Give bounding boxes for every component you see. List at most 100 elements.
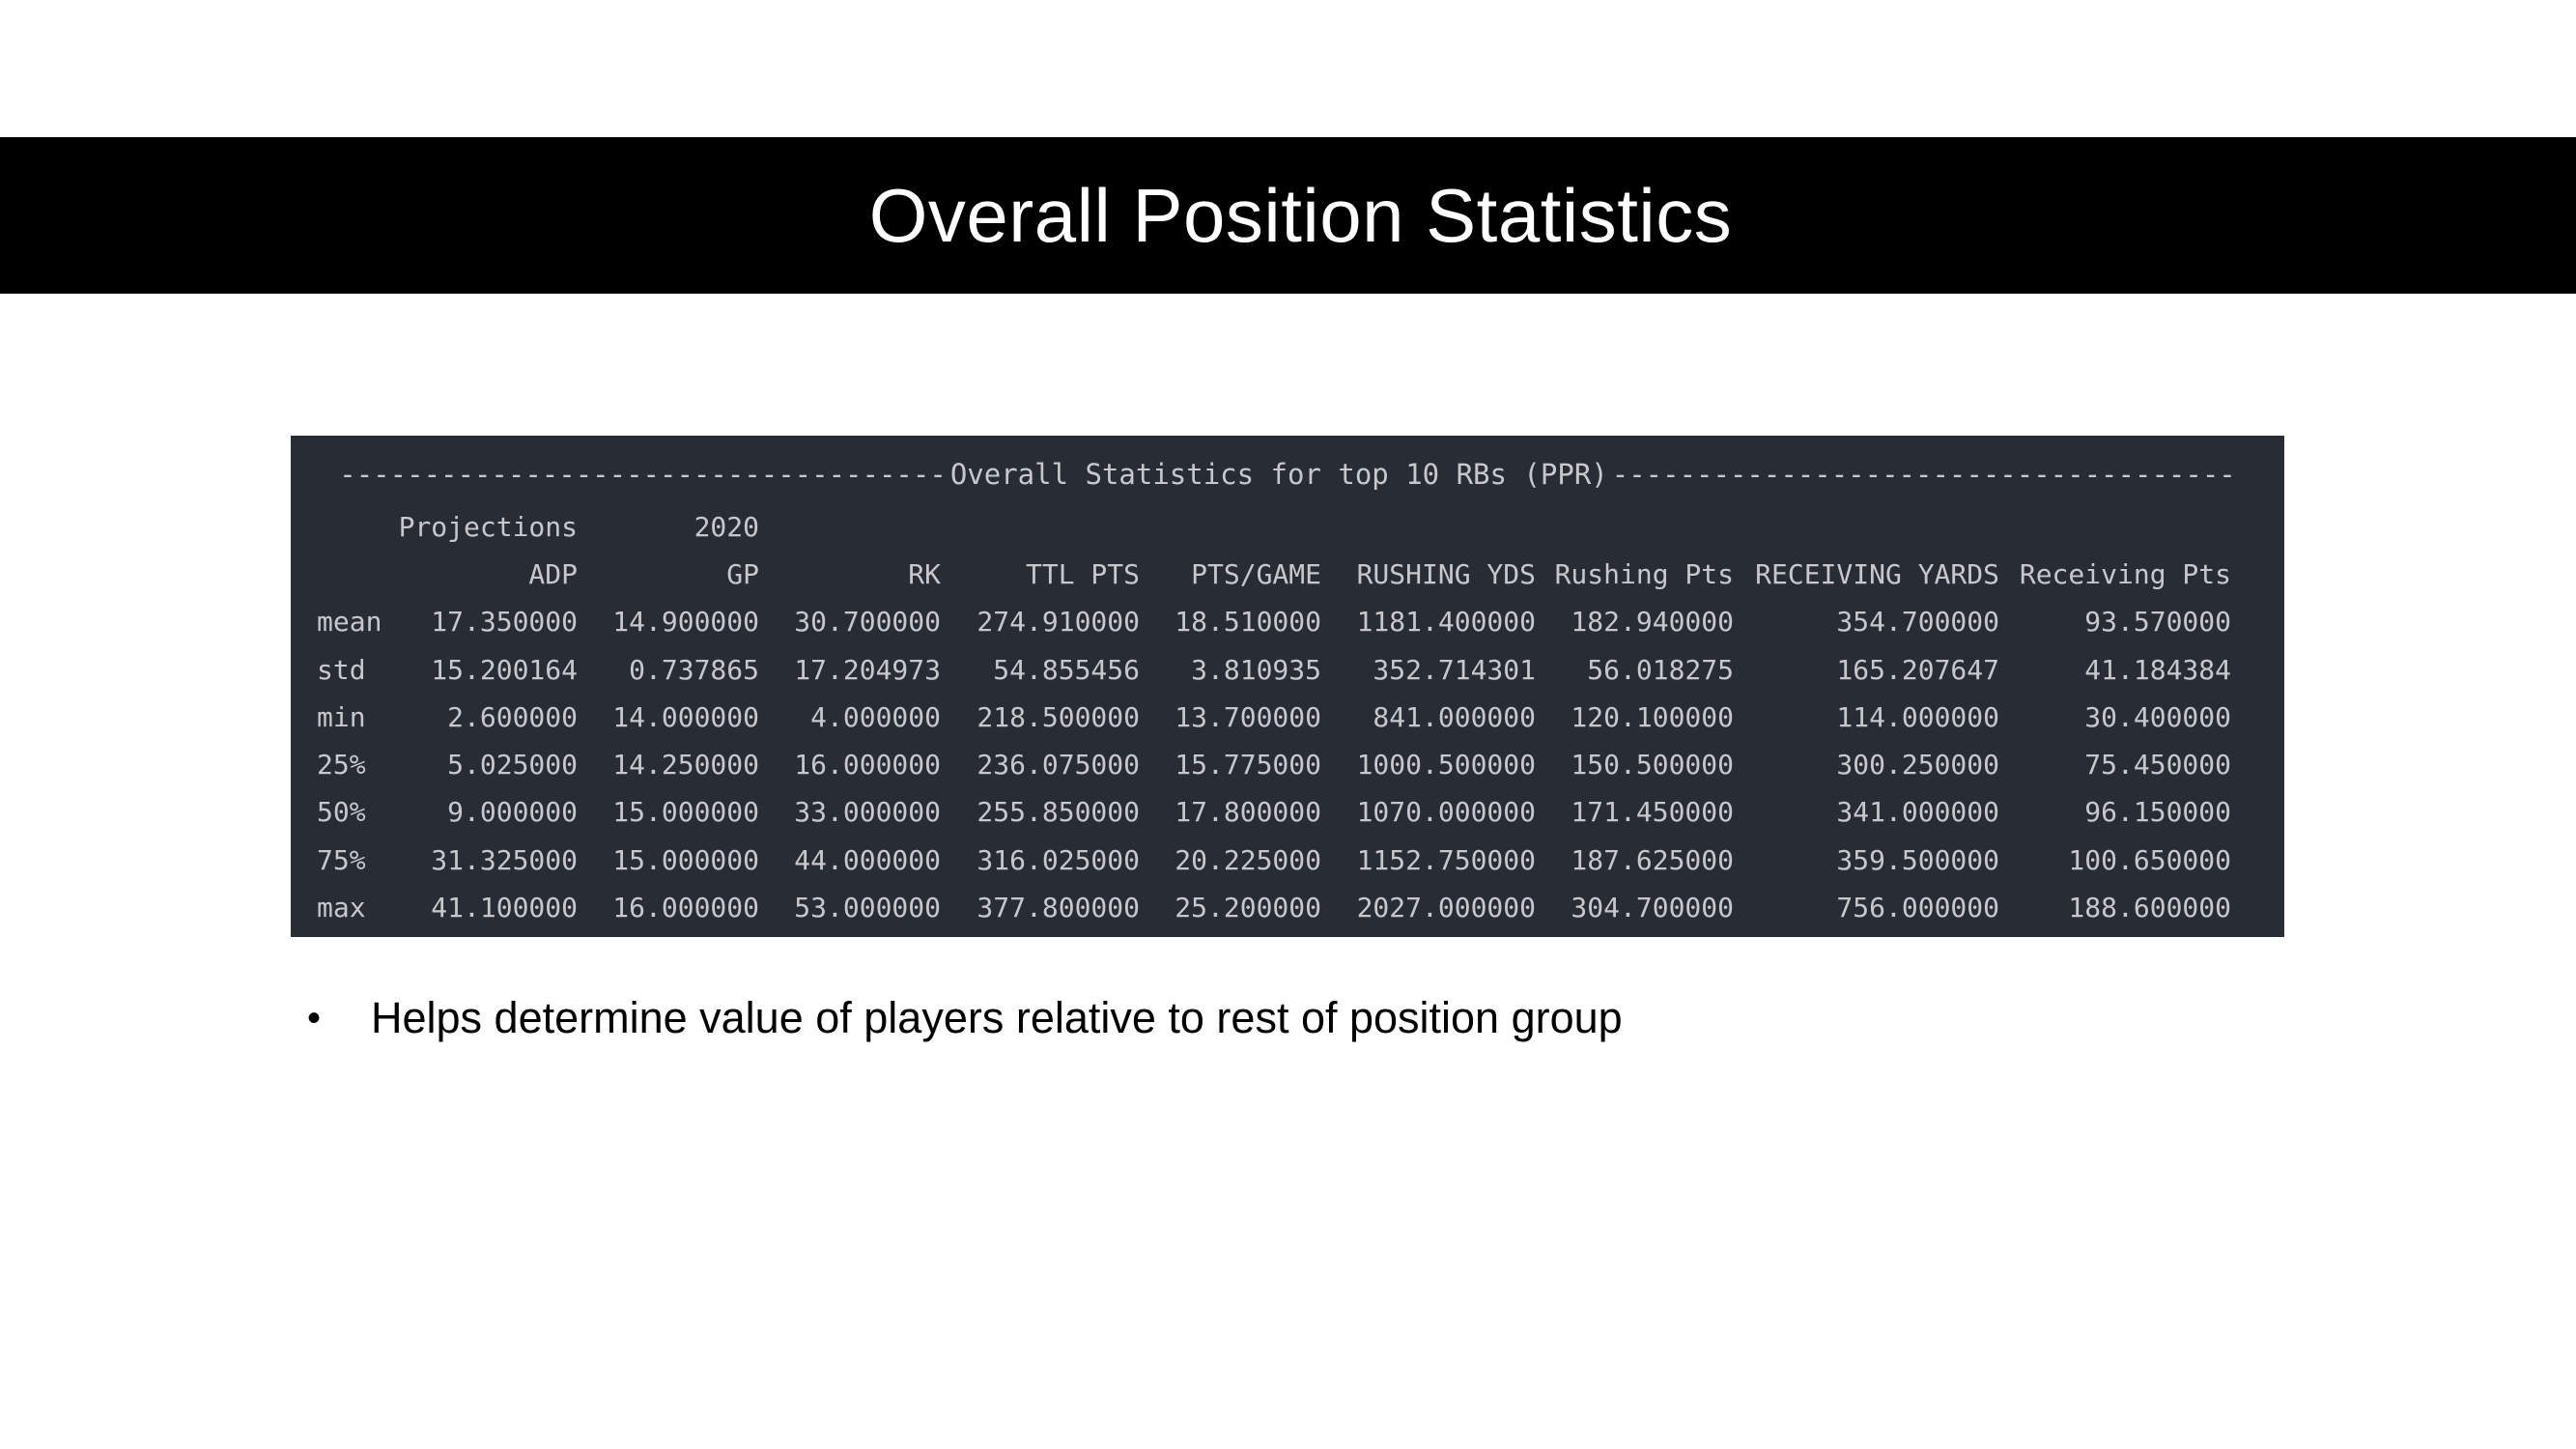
table-cell: 13.700000 xyxy=(1175,700,1321,733)
table-cell: 1152.750000 xyxy=(1356,843,1536,876)
table-cell: 17.204973 xyxy=(794,653,941,686)
table-row: 25% 5.025000 14.250000 16.000000 236.075… xyxy=(317,741,2231,788)
row-label: 50% xyxy=(317,796,366,829)
table-cell: 114.000000 xyxy=(1836,700,1999,733)
table-row: 75% 31.325000 15.000000 44.000000 316.02… xyxy=(317,837,2231,884)
table-cell: 17.350000 xyxy=(431,606,578,639)
table-cell: 9.000000 xyxy=(447,796,578,829)
table-cell: 255.850000 xyxy=(977,796,1140,829)
table-cell: 75.450000 xyxy=(2084,749,2231,781)
table-cell: 0.737865 xyxy=(629,653,759,686)
row-label: 75% xyxy=(317,843,366,876)
table-cell: 274.910000 xyxy=(977,606,1140,639)
table-cell: 341.000000 xyxy=(1836,796,1999,829)
table-cell: 14.000000 xyxy=(612,700,759,733)
row-label: min xyxy=(317,700,366,733)
column-header: Receiving Pts xyxy=(2019,557,2231,590)
group-header-projections: Projections xyxy=(398,510,578,543)
column-header: RK xyxy=(908,557,941,590)
table-cell: 14.900000 xyxy=(612,606,759,639)
table-cell: 15.200164 xyxy=(431,653,578,686)
table-cell: 31.325000 xyxy=(431,843,578,876)
table-cell: 841.000000 xyxy=(1373,700,1536,733)
table-cell: 359.500000 xyxy=(1836,843,1999,876)
table-cell: 17.800000 xyxy=(1175,796,1321,829)
table-cell: 1070.000000 xyxy=(1356,796,1536,829)
table-cell: 304.700000 xyxy=(1571,892,1734,924)
table-cell: 352.714301 xyxy=(1373,653,1536,686)
table-row: min 2.600000 14.000000 4.000000 218.5000… xyxy=(317,694,2231,741)
row-label: max xyxy=(317,892,366,924)
column-header-row: ADP GP RK TTL PTS PTS/GAME RUSHING YDS R… xyxy=(317,551,2231,598)
table-cell: 93.570000 xyxy=(2084,606,2231,639)
table-cell: 2027.000000 xyxy=(1356,892,1536,924)
column-header: PTS/GAME xyxy=(1191,557,1321,590)
header-dashes-right: ------------------------------------- xyxy=(1611,458,2236,491)
table-cell: 3.810935 xyxy=(1191,653,1321,686)
table-cell: 1000.500000 xyxy=(1356,749,1536,781)
column-header: Rushing Pts xyxy=(1554,557,1734,590)
table-cell: 218.500000 xyxy=(977,700,1140,733)
table-cell: 18.510000 xyxy=(1175,606,1321,639)
table-cell: 25.200000 xyxy=(1175,892,1321,924)
table-cell: 44.000000 xyxy=(794,843,941,876)
table-cell: 16.000000 xyxy=(794,749,941,781)
group-header-row: Projections 2020 xyxy=(317,503,2231,551)
table-cell: 96.150000 xyxy=(2084,796,2231,829)
row-label: std xyxy=(317,653,366,686)
column-header: TTL PTS xyxy=(1025,557,1140,590)
table-cell: 182.940000 xyxy=(1571,606,1734,639)
column-header: RUSHING YDS xyxy=(1356,557,1536,590)
table-cell: 30.700000 xyxy=(794,606,941,639)
column-header: GP xyxy=(726,557,759,590)
console-header-line: ------------------------------------ Ove… xyxy=(317,457,2258,492)
table-cell: 14.250000 xyxy=(612,749,759,781)
statistics-table: Projections 2020 ADP GP RK TTL PTS PTS/G… xyxy=(317,503,2231,932)
table-cell: 16.000000 xyxy=(612,892,759,924)
title-bar: Overall Position Statistics xyxy=(0,137,2576,294)
table-cell: 30.400000 xyxy=(2084,700,2231,733)
table-cell: 171.450000 xyxy=(1571,796,1734,829)
column-header: ADP xyxy=(528,557,578,590)
table-cell: 188.600000 xyxy=(2068,892,2231,924)
table-cell: 5.025000 xyxy=(447,749,578,781)
table-cell: 41.100000 xyxy=(431,892,578,924)
table-cell: 756.000000 xyxy=(1836,892,1999,924)
table-cell: 120.100000 xyxy=(1571,700,1734,733)
table-cell: 300.250000 xyxy=(1836,749,1999,781)
corner-cell xyxy=(317,503,394,551)
table-cell: 316.025000 xyxy=(977,843,1140,876)
table-cell: 53.000000 xyxy=(794,892,941,924)
table-cell: 377.800000 xyxy=(977,892,1140,924)
table-cell: 20.225000 xyxy=(1175,843,1321,876)
table-cell: 15.000000 xyxy=(612,796,759,829)
bullet-item: • Helps determine value of players relat… xyxy=(307,993,1623,1043)
table-cell: 100.650000 xyxy=(2068,843,2231,876)
row-label: 25% xyxy=(317,749,366,781)
table-cell: 56.018275 xyxy=(1587,653,1734,686)
group-header-year: 2020 xyxy=(694,510,759,543)
table-row: std 15.200164 0.737865 17.204973 54.8554… xyxy=(317,646,2231,694)
column-header: RECEIVING YARDS xyxy=(1755,557,1999,590)
header-dashes-left: ------------------------------------ xyxy=(339,458,947,491)
table-row: max 41.100000 16.000000 53.000000 377.80… xyxy=(317,884,2231,931)
row-label: mean xyxy=(317,606,382,639)
table-row: mean 17.350000 14.900000 30.700000 274.9… xyxy=(317,599,2231,646)
table-cell: 187.625000 xyxy=(1571,843,1734,876)
bullet-text: Helps determine value of players relativ… xyxy=(371,993,1623,1042)
table-cell: 15.000000 xyxy=(612,843,759,876)
table-cell: 15.775000 xyxy=(1175,749,1321,781)
table-cell: 165.207647 xyxy=(1836,653,1999,686)
slide-title: Overall Position Statistics xyxy=(868,173,1733,258)
table-cell: 41.184384 xyxy=(2084,653,2231,686)
bullet-marker: • xyxy=(307,996,322,1039)
table-cell: 54.855456 xyxy=(993,653,1140,686)
table-cell: 150.500000 xyxy=(1571,749,1734,781)
table-cell: 1181.400000 xyxy=(1356,606,1536,639)
table-cell: 236.075000 xyxy=(977,749,1140,781)
table-cell: 4.000000 xyxy=(810,700,941,733)
console-header-title: Overall Statistics for top 10 RBs (PPR) xyxy=(949,458,1608,491)
table-cell: 2.600000 xyxy=(447,700,578,733)
table-row: 50% 9.000000 15.000000 33.000000 255.850… xyxy=(317,789,2231,837)
